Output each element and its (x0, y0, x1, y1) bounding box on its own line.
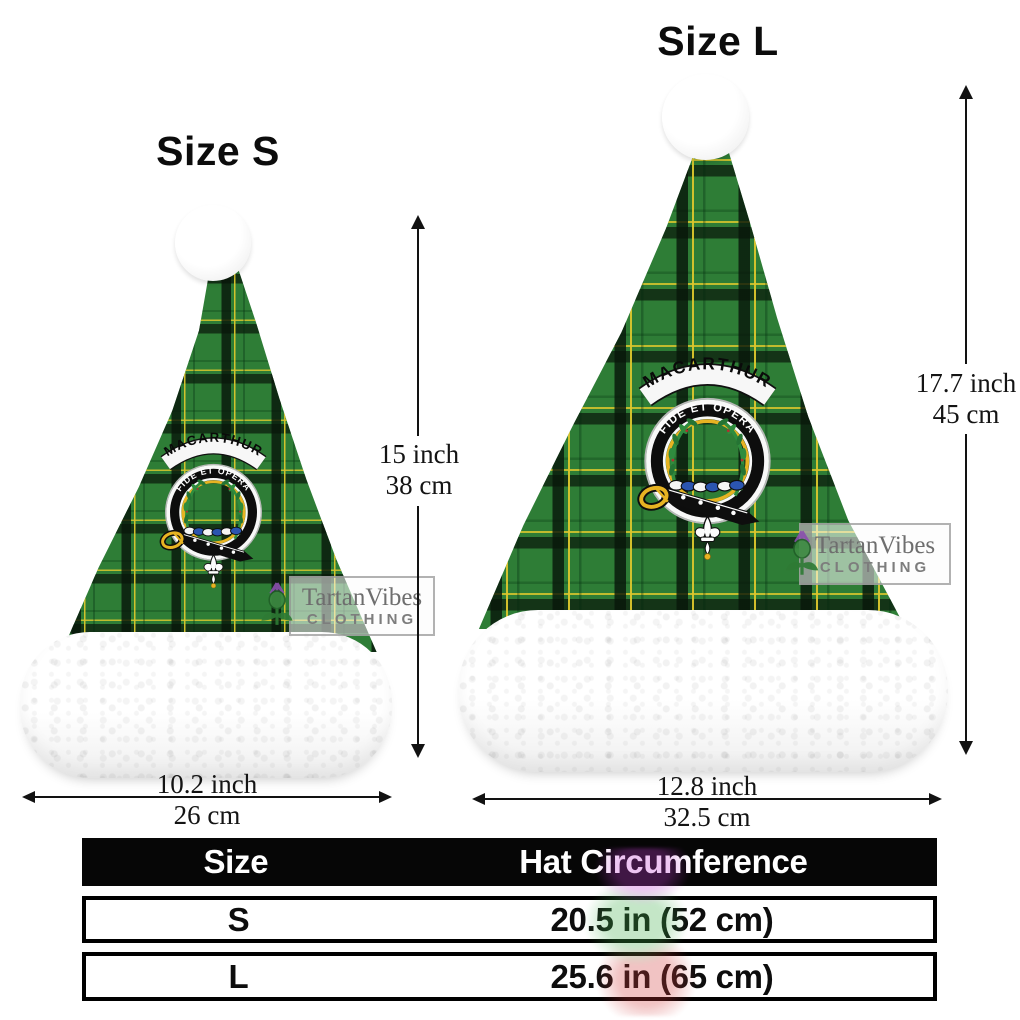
width-arrowhead-right (379, 791, 392, 803)
height-arrow-line (965, 434, 967, 741)
brand-subtitle: CLOTHING (819, 558, 931, 576)
hat-s-brim (20, 632, 392, 778)
height-arrowhead-down (411, 744, 425, 758)
thistle-icon (259, 581, 295, 627)
header-circumference: Hat Circumference (519, 843, 808, 880)
table-row-s: S 20.5 in (52 cm) (82, 896, 937, 943)
height-arrowhead-up (411, 215, 425, 229)
row-s-size: S (227, 900, 250, 938)
hat-l-width-cm: 32.5 cm (663, 802, 751, 832)
width-arrow-line (484, 798, 930, 800)
row-l-size: L (228, 957, 249, 995)
hat-s-width-inch: 10.2 inch (156, 769, 258, 799)
width-arrowhead-right (929, 793, 942, 805)
row-s-circumference: 20.5 in (52 cm) (550, 900, 774, 938)
height-arrowhead-down (959, 741, 973, 755)
width-arrow-line (34, 796, 380, 798)
hat-s-width-cm: 26 cm (173, 800, 241, 830)
hat-l-height-label: 17.7 inch 45 cm (905, 368, 1020, 430)
hat-s-height-cm: 38 cm (385, 470, 453, 500)
width-arrowhead-left (22, 791, 35, 803)
table-header-row: Size Hat Circumference (82, 838, 937, 886)
table-row-l: L 25.6 in (65 cm) (82, 952, 937, 1001)
hat-l-title: Size L (657, 18, 779, 64)
hat-s-pom-pom (175, 205, 251, 281)
hat-s-title: Size S (156, 128, 280, 174)
hat-l-height-cm: 45 cm (932, 399, 1000, 429)
height-arrowhead-up (959, 85, 973, 99)
brand-watermark: TartanVibes CLOTHING (799, 523, 951, 585)
hat-l-brim (458, 610, 948, 772)
height-arrow-line (965, 98, 967, 364)
brand-name: TartanVibes (301, 583, 423, 611)
brand-name: TartanVibes (814, 531, 936, 559)
height-arrow-line (417, 228, 419, 436)
hat-s-height-label: 15 inch 38 cm (358, 439, 480, 501)
hat-l-pom-pom (662, 74, 749, 160)
clan-crest-badge (147, 418, 280, 592)
row-l-circumference: 25.6 in (65 cm) (550, 957, 774, 995)
brand-subtitle: CLOTHING (306, 610, 418, 628)
hat-l-height-inch: 17.7 inch (915, 368, 1017, 398)
width-arrowhead-left (472, 793, 485, 805)
thistle-icon (784, 529, 820, 577)
height-arrow-line (417, 506, 419, 744)
header-size: Size (203, 843, 269, 880)
clan-crest-badge (621, 338, 794, 565)
brand-watermark: TartanVibes CLOTHING (289, 576, 435, 636)
size-chart-table: Size Hat Circumference S 20.5 in (52 cm)… (82, 838, 937, 1001)
hat-l-width-inch: 12.8 inch (656, 771, 758, 801)
hat-s-height-inch: 15 inch (378, 439, 460, 469)
